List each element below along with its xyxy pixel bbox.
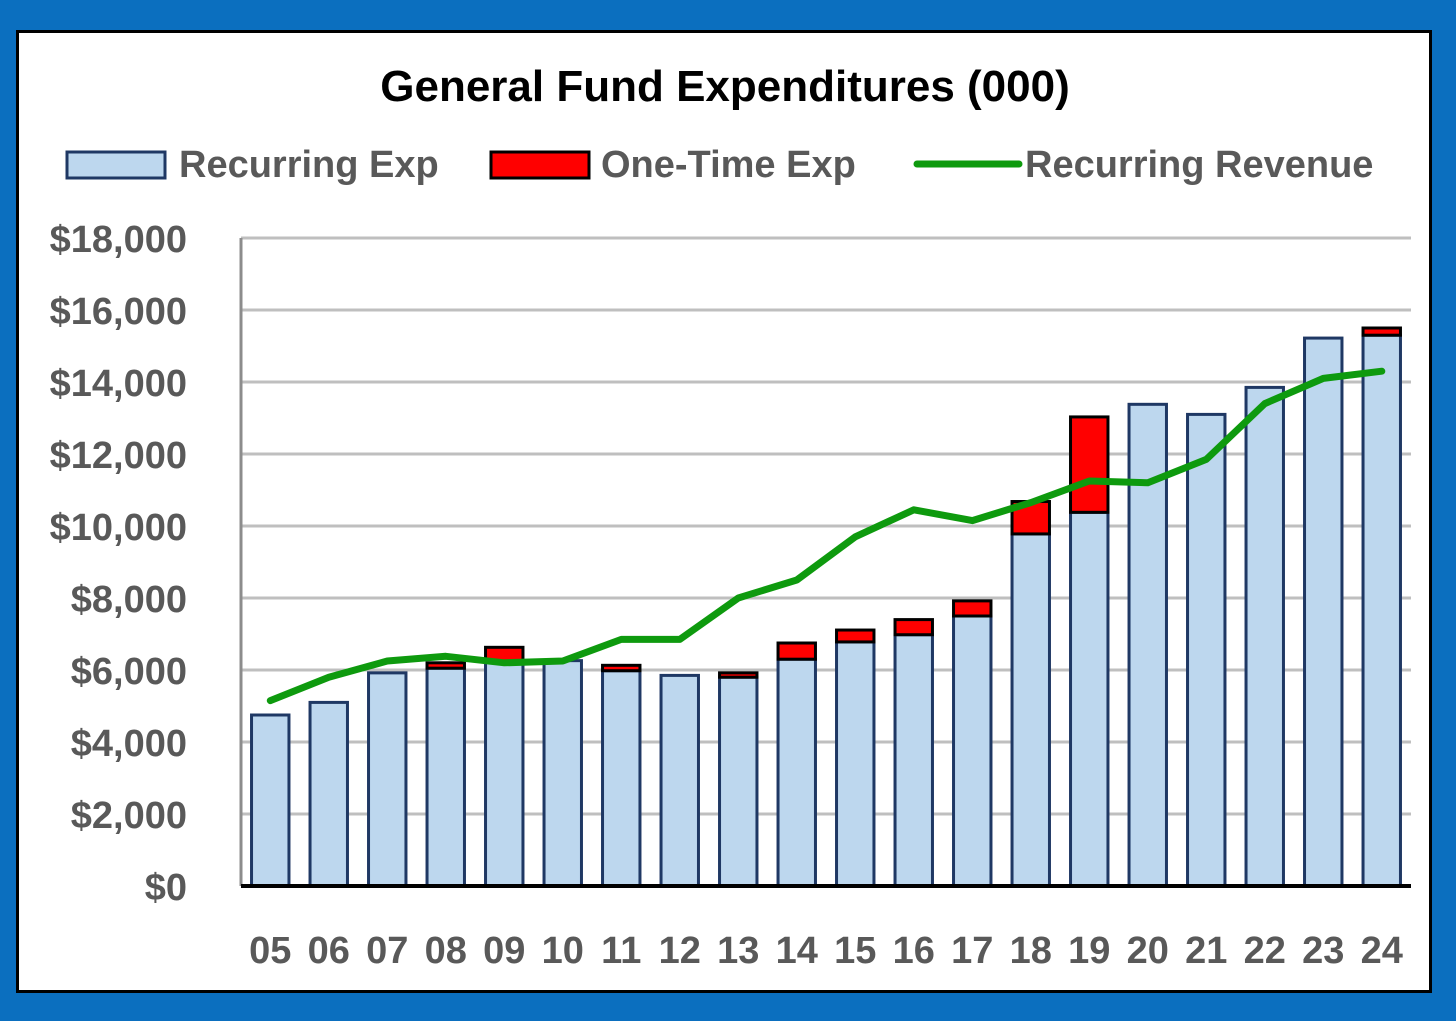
bar-recurring-exp-19: [1069, 510, 1110, 888]
bar-recurring-exp-07: [367, 671, 408, 888]
legend-swatch-recurring-exp: [65, 150, 167, 180]
x-tick-label: 08: [425, 930, 467, 972]
bar-recurring-exp-12: [659, 673, 700, 888]
x-tick-label: 14: [776, 930, 818, 972]
x-tick-label: 11: [601, 930, 641, 972]
y-tick-label: $18,000: [50, 219, 187, 261]
x-tick-label: 06: [308, 930, 350, 972]
y-tick-label: $6,000: [71, 651, 187, 693]
y-tick-label: $0: [145, 867, 187, 909]
x-tick-label: 13: [717, 930, 759, 972]
bar-one-time-exp-08: [425, 661, 466, 670]
bar-one-time-exp-13: [718, 671, 759, 679]
y-tick-label: $14,000: [50, 363, 187, 405]
bar-recurring-exp-05: [250, 713, 291, 888]
x-tick-label: 05: [249, 930, 291, 972]
legend-label-recurring-revenue: Recurring Revenue: [1025, 144, 1373, 186]
legend: Recurring Exp One-Time Exp Recurring Rev…: [65, 144, 1373, 186]
y-tick-label: $8,000: [71, 579, 187, 621]
bar-one-time-exp-16: [893, 618, 934, 637]
x-tick-label: 24: [1361, 930, 1403, 972]
x-tick-label: 15: [834, 930, 876, 972]
axes: [239, 238, 1411, 888]
bar-recurring-exp-10: [542, 659, 583, 888]
chart-svg: General Fund Expenditures (000) Recurrin…: [50, 62, 1411, 972]
bar-recurring-exp-24: [1361, 333, 1402, 888]
revenue-line-group: [266, 367, 1386, 705]
x-tick-label: 17: [951, 930, 993, 972]
bar-recurring-exp-06: [308, 700, 349, 888]
x-tick-label: 20: [1127, 930, 1169, 972]
y-tick-label: $16,000: [50, 291, 187, 333]
x-tick-label: 19: [1068, 930, 1110, 972]
x-tick-label: 23: [1302, 930, 1344, 972]
legend-label-one-time-exp: One-Time Exp: [601, 144, 856, 186]
x-tick-label: 22: [1244, 930, 1286, 972]
bar-one-time-exp-24: [1361, 326, 1402, 337]
x-tick-label: 16: [893, 930, 935, 972]
x-tick-label: 18: [1010, 930, 1052, 972]
bar-one-time-exp-15: [835, 628, 876, 644]
grid-lines: [241, 236, 1411, 816]
chart-title: General Fund Expenditures (000): [380, 62, 1070, 111]
x-tick-label: 10: [542, 930, 584, 972]
y-tick-label: $10,000: [50, 507, 187, 549]
y-tick-label: $2,000: [71, 795, 187, 837]
bar-one-time-exp-17: [952, 599, 993, 618]
bar-recurring-exp-23: [1303, 336, 1344, 888]
y-tick-label: $4,000: [71, 723, 187, 765]
bar-recurring-exp-18: [1010, 532, 1051, 888]
bars: [250, 326, 1402, 888]
y-tick-label: $12,000: [50, 435, 187, 477]
bar-recurring-exp-17: [952, 614, 993, 888]
x-axis-ticks: 05 06 07 08 09 10 11 12 13 14 15 16 17 18 19 20 21 22 23 24: [249, 930, 1403, 972]
bar-one-time-exp-14: [776, 641, 817, 661]
bar-recurring-exp-08: [425, 666, 466, 888]
x-tick-label: 12: [659, 930, 701, 972]
bar-recurring-exp-16: [893, 633, 934, 888]
bar-recurring-exp-21: [1186, 412, 1227, 888]
legend-label-recurring-exp: Recurring Exp: [179, 144, 439, 186]
recurring-revenue-line: [266, 367, 1386, 705]
x-tick-label: 21: [1185, 930, 1227, 972]
legend-swatch-one-time-exp: [489, 150, 591, 180]
x-tick-label: 09: [483, 930, 525, 972]
x-tick-label: 07: [366, 930, 408, 972]
bar-recurring-exp-13: [718, 675, 759, 888]
bar-recurring-exp-14: [776, 657, 817, 888]
chart-frame: General Fund Expenditures (000) Recurrin…: [16, 30, 1432, 993]
bar-one-time-exp-11: [601, 663, 642, 673]
bar-recurring-exp-09: [484, 660, 525, 888]
bar-one-time-exp-19: [1069, 415, 1110, 514]
bar-recurring-exp-22: [1244, 385, 1285, 888]
bar-recurring-exp-11: [601, 669, 642, 888]
y-axis-ticks: $0 $2,000 $4,000 $6,000 $8,000 $10,000 $12,000…: [50, 219, 187, 909]
bar-recurring-exp-15: [835, 640, 876, 888]
